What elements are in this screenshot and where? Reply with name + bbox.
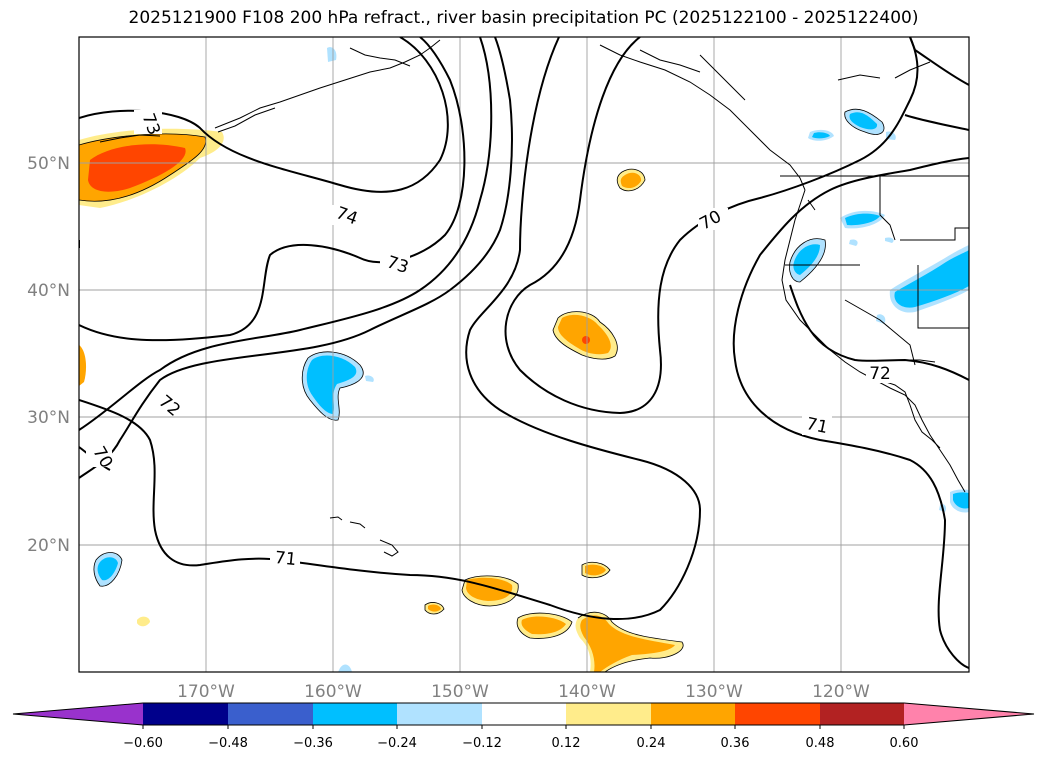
lat-label-20n: 20°N	[27, 536, 70, 556]
colorbar-tick-label: −0.12	[462, 736, 502, 751]
lon-label-160w: 160°W	[304, 682, 362, 702]
colorbar-segment	[735, 703, 820, 725]
contour-label-72-b: 72	[869, 364, 891, 384]
longitude-labels: 170°W 160°W 150°W 140°W 130°W 120°W	[177, 682, 870, 702]
latitude-labels: 50°N 40°N 30°N 20°N	[27, 154, 70, 556]
colorbar-tick-label: 0.60	[890, 736, 919, 751]
positive-anomaly-areas	[79, 128, 684, 672]
colorbar-tick-label: −0.48	[208, 736, 248, 751]
lon-label-170w: 170°W	[177, 682, 235, 702]
colorbar-segment	[482, 703, 566, 725]
lat-label-50n: 50°N	[27, 154, 70, 174]
colorbar-tick-label: 0.48	[806, 736, 835, 751]
colorbar-segment	[228, 703, 313, 725]
colorbar-tick-label: −0.60	[123, 736, 163, 751]
colorbar-segment	[651, 703, 735, 725]
colorbar-tick-label: 0.36	[721, 736, 750, 751]
negative-anomaly-areas	[93, 47, 969, 672]
contour-label-71-b: 71	[804, 414, 829, 438]
colorbar-segment	[313, 703, 397, 725]
lat-label-30n: 30°N	[27, 408, 70, 428]
colorbar-tick-label: −0.36	[293, 736, 333, 751]
map-frame-bg	[79, 37, 969, 672]
contour-label-71-a: 71	[274, 548, 298, 570]
colorbar-extend-low	[13, 703, 143, 725]
map-content	[79, 37, 969, 672]
colorbar-segment	[397, 703, 482, 725]
lon-label-120w: 120°W	[812, 682, 870, 702]
colorbar-segment	[566, 703, 651, 725]
lon-label-140w: 140°W	[558, 682, 616, 702]
contour-labels: 73 74 73 72 70 70 71 71 72	[86, 110, 894, 570]
colorbar: −0.60 −0.48 −0.36 −0.24 −0.12 0.12 0.24 …	[12, 702, 1035, 751]
refractivity-contours	[79, 37, 969, 669]
map-title: 2025121900 F108 200 hPa refract., river …	[128, 8, 919, 28]
map-frame	[78, 36, 970, 673]
lon-label-150w: 150°W	[431, 682, 489, 702]
colorbar-tick-label: 0.24	[637, 736, 666, 751]
colorbar-segment	[143, 703, 228, 725]
anomaly-outlines	[79, 108, 885, 672]
colorbar-segment	[820, 703, 904, 725]
colorbar-extend-high	[904, 703, 1034, 725]
lat-label-40n: 40°N	[27, 281, 70, 301]
colorbar-tick-label: 0.12	[552, 736, 581, 751]
colorbar-tick-label: −0.24	[377, 736, 417, 751]
lon-label-130w: 130°W	[685, 682, 743, 702]
